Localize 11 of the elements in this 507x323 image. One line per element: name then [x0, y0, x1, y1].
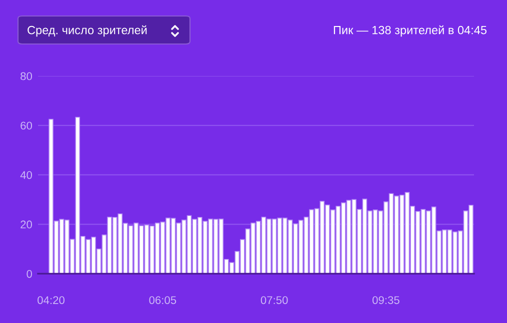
x-tick-label: 06:05: [149, 296, 176, 304]
x-tick-label: 04:20: [38, 296, 64, 304]
x-tick-label: 09:35: [372, 296, 400, 304]
chart-title: Сред. число зрителей: [28, 25, 147, 37]
y-tick-label: 40: [20, 171, 32, 179]
text: Пик — 138 зрителей в 04:45: [334, 25, 487, 37]
x-tick-label: 07:50: [260, 296, 288, 304]
y-tick-label: 80: [20, 72, 32, 80]
y-tick-label: 60: [20, 122, 32, 130]
y-tick-label: 0: [26, 270, 32, 278]
y-tick-label: 20: [20, 220, 32, 228]
